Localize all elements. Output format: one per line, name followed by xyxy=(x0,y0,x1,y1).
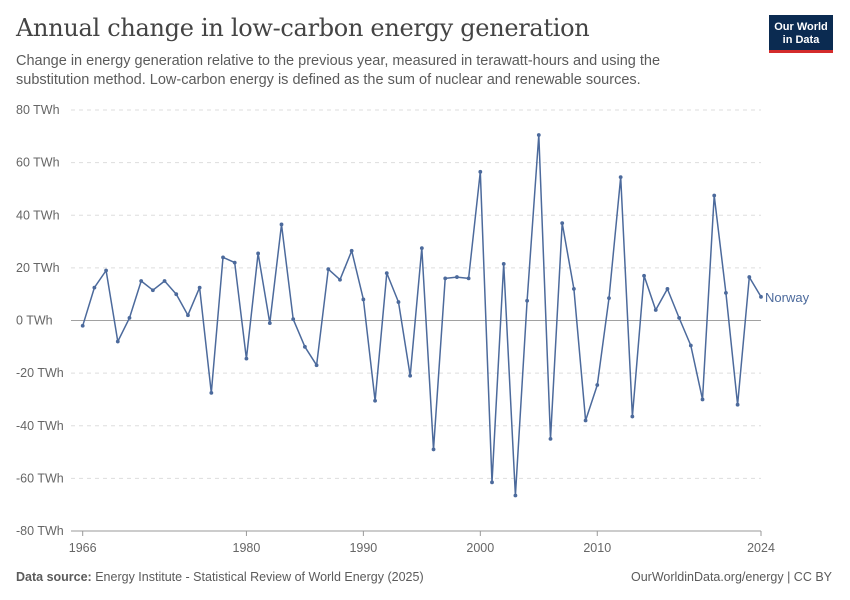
data-point xyxy=(174,292,179,297)
data-point xyxy=(127,315,132,320)
data-point xyxy=(396,300,401,304)
series-label-norway: Norway xyxy=(765,290,810,305)
data-source-text[interactable]: Energy Institute - Statistical Review of… xyxy=(95,570,424,584)
data-point xyxy=(688,343,693,348)
data-point xyxy=(314,363,319,368)
data-point xyxy=(338,277,342,282)
data-point xyxy=(513,493,518,498)
data-point xyxy=(583,418,588,423)
data-point xyxy=(104,268,108,273)
data-point xyxy=(150,288,155,293)
data-point xyxy=(700,397,705,402)
data-point xyxy=(595,383,600,387)
data-point xyxy=(408,373,413,378)
data-point xyxy=(536,133,541,137)
data-point xyxy=(419,246,424,251)
data-point xyxy=(478,169,483,174)
y-tick-label: 0 TWh xyxy=(16,314,53,328)
data-point xyxy=(373,398,377,403)
data-point xyxy=(665,287,670,291)
data-point xyxy=(724,290,728,295)
data-point xyxy=(607,296,611,301)
y-tick-label: -20 TWh xyxy=(16,366,64,380)
data-point xyxy=(642,273,646,278)
data-point xyxy=(747,275,752,279)
data-point xyxy=(197,285,202,290)
x-tick-label: 1990 xyxy=(349,541,377,555)
logo-line-1: Our World xyxy=(774,20,828,33)
data-point xyxy=(291,317,296,322)
data-point xyxy=(361,297,366,302)
data-point xyxy=(302,344,307,349)
data-point xyxy=(115,339,120,344)
y-tick-label: -80 TWh xyxy=(16,524,64,538)
data-point xyxy=(221,255,225,260)
data-point xyxy=(548,437,553,441)
data-point xyxy=(759,294,763,299)
data-point xyxy=(525,298,530,303)
x-tick-label: 1980 xyxy=(233,541,261,555)
data-point xyxy=(326,267,331,272)
data-point xyxy=(279,222,284,227)
data-point xyxy=(209,390,214,395)
data-point xyxy=(256,251,261,256)
data-point xyxy=(560,221,565,226)
y-tick-label: 40 TWh xyxy=(16,208,60,222)
data-point xyxy=(735,402,740,407)
data-point xyxy=(267,321,272,326)
data-point xyxy=(653,308,658,312)
x-tick-label: 2000 xyxy=(466,541,494,555)
data-point xyxy=(466,276,471,281)
y-tick-label: -40 TWh xyxy=(16,419,64,433)
data-point xyxy=(349,248,354,253)
data-point xyxy=(162,279,167,283)
data-source-label: Data source: xyxy=(16,570,92,584)
data-point xyxy=(455,275,459,279)
y-tick-label: 80 TWh xyxy=(16,103,60,117)
data-point xyxy=(630,414,635,419)
data-point xyxy=(92,285,97,290)
owid-logo[interactable]: Our World in Data xyxy=(769,15,833,53)
data-point xyxy=(571,287,576,291)
data-point xyxy=(244,356,249,361)
data-point xyxy=(501,262,506,266)
data-source: Data source: Energy Institute - Statisti… xyxy=(16,570,424,584)
data-point xyxy=(431,447,436,452)
data-point xyxy=(232,260,237,265)
data-point xyxy=(443,276,448,281)
data-point xyxy=(618,175,623,179)
logo-line-2: in Data xyxy=(782,33,820,46)
data-point xyxy=(490,480,494,485)
data-point xyxy=(712,193,717,198)
data-point xyxy=(384,271,389,276)
x-tick-label: 2024 xyxy=(747,541,775,555)
y-tick-label: -60 TWh xyxy=(16,471,64,485)
data-point xyxy=(186,313,190,318)
footer-url[interactable]: OurWorldinData.org/energy | CC BY xyxy=(630,570,832,584)
x-tick-label: 1966 xyxy=(69,541,97,555)
chart-title: Annual change in low-carbon energy gener… xyxy=(16,14,590,42)
y-tick-label: 60 TWh xyxy=(16,156,60,170)
chart-subtitle: Change in energy generation relative to … xyxy=(16,53,661,88)
data-point xyxy=(80,323,85,328)
data-point xyxy=(139,279,144,283)
y-tick-label: 20 TWh xyxy=(16,261,60,275)
data-point xyxy=(677,315,682,320)
x-tick-label: 2010 xyxy=(583,541,611,555)
series-line xyxy=(81,134,762,497)
